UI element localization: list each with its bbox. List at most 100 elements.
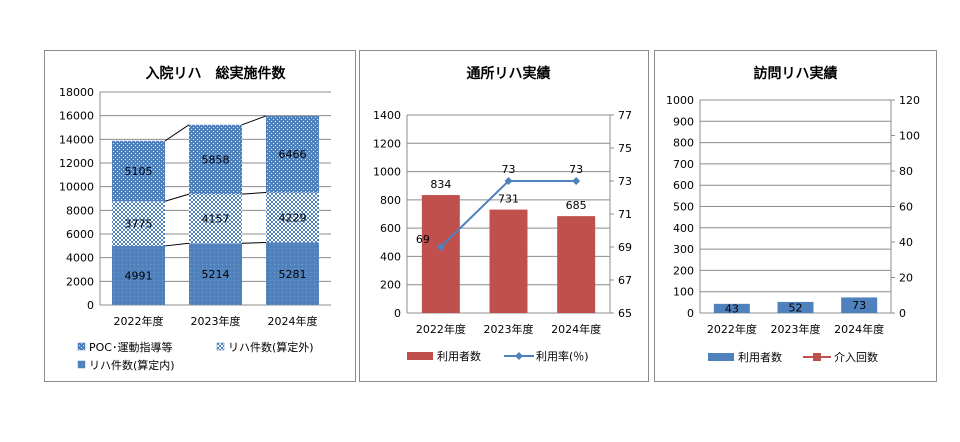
chart-panel-home-visit: 訪問リハ実績 0 100 200 300 400 500 600 700 800 900 1000 0 2… bbox=[654, 50, 937, 382]
y-tick-label: 400 bbox=[380, 250, 401, 263]
y-tick-label: 4000 bbox=[66, 252, 94, 265]
bar-value-label: 731 bbox=[498, 193, 519, 206]
y-tick-label: 500 bbox=[673, 201, 694, 214]
bar bbox=[777, 301, 814, 313]
y-tick-label: 0 bbox=[87, 299, 94, 312]
legend-label-bar: 利用者数 bbox=[437, 350, 481, 363]
x-tick-label: 2022年度 bbox=[416, 322, 466, 336]
y-tick-label: 0 bbox=[687, 307, 694, 320]
bar bbox=[841, 297, 878, 313]
bar-segment bbox=[112, 245, 165, 305]
y-tick-label: 1000 bbox=[373, 166, 401, 179]
inpatient-chart-svg: 入院リハ 総実施件数 0 2000 4000 6000 8000 10000 12000 140… bbox=[59, 65, 331, 372]
y-tick-label: 600 bbox=[673, 179, 694, 192]
y-tick-label: 16000 bbox=[59, 110, 94, 123]
bar-segment bbox=[266, 115, 319, 193]
x-tick-label: 2023年度 bbox=[484, 322, 534, 336]
chart-panel-daycare: 通所リハ実績 0 200 400 600 800 1000 1200 1400 65 67 69 71 7… bbox=[359, 50, 649, 382]
y2-tick-label: 60 bbox=[899, 201, 913, 214]
y-tick-label: 100 bbox=[673, 286, 694, 299]
data-label: 5281 bbox=[279, 268, 307, 281]
bar-segment bbox=[266, 192, 319, 243]
y-tick-label: 800 bbox=[380, 194, 401, 207]
bar-value-label: 834 bbox=[430, 178, 451, 191]
data-label: 5105 bbox=[125, 165, 153, 178]
y-tick-label: 900 bbox=[673, 115, 694, 128]
legend-swatch bbox=[77, 342, 86, 351]
bar-segment bbox=[112, 201, 165, 246]
x-tick-label: 2024年度 bbox=[834, 322, 884, 336]
y-tick-label: 2000 bbox=[66, 275, 94, 288]
y2-tick-label: 100 bbox=[899, 130, 920, 143]
y-tick-label: 1400 bbox=[373, 109, 401, 122]
bar-segment bbox=[189, 243, 242, 305]
bar bbox=[421, 195, 460, 313]
y-tick-label: 300 bbox=[673, 243, 694, 256]
legend-swatch bbox=[216, 342, 225, 351]
y2-tick-label: 67 bbox=[618, 274, 632, 287]
y-tick-label: 800 bbox=[673, 137, 694, 150]
daycare-chart-svg: 通所リハ実績 0 200 400 600 800 1000 1200 1400 65 67 69 71 7… bbox=[373, 65, 632, 363]
x-tick-label: 2024年度 bbox=[551, 322, 601, 336]
x-tick-label: 2023年度 bbox=[771, 322, 821, 336]
y2-tick-label: 75 bbox=[618, 142, 632, 155]
line-value-label: 73 bbox=[569, 163, 583, 176]
data-label: 4157 bbox=[202, 213, 230, 226]
y-tick-label: 400 bbox=[673, 222, 694, 235]
y2-tick-label: 80 bbox=[899, 165, 913, 178]
y2-tick-label: 120 bbox=[899, 94, 920, 107]
x-tick-label: 2022年度 bbox=[707, 322, 757, 336]
y-tick-label: 8000 bbox=[66, 204, 94, 217]
bar-segment bbox=[189, 194, 242, 244]
y2-tick-label: 0 bbox=[899, 307, 906, 320]
y-tick-label: 0 bbox=[394, 307, 401, 320]
chart-title: 入院リハ 総実施件数 bbox=[146, 65, 287, 82]
y2-tick-label: 77 bbox=[618, 109, 632, 122]
y2-tick-label: 20 bbox=[899, 272, 913, 285]
legend-label-line: 介入回数 bbox=[834, 351, 878, 364]
data-label: 6466 bbox=[279, 148, 307, 161]
y2-tick-label: 40 bbox=[899, 236, 913, 249]
y-tick-label: 14000 bbox=[59, 133, 94, 146]
series-connector-line bbox=[164, 193, 190, 202]
series-connector-line bbox=[241, 115, 267, 126]
chart-title: 訪問リハ実績 bbox=[754, 65, 838, 82]
y-tick-label: 200 bbox=[673, 264, 694, 277]
bar-value-label: 73 bbox=[852, 299, 866, 312]
data-label: 4991 bbox=[125, 269, 153, 282]
y-tick-label: 6000 bbox=[66, 228, 94, 241]
y2-tick-label: 71 bbox=[618, 208, 632, 221]
data-label: 5858 bbox=[202, 153, 230, 166]
line-marker bbox=[572, 177, 581, 185]
y-tick-label: 10000 bbox=[59, 181, 94, 194]
series-connector-line bbox=[164, 242, 190, 247]
bar bbox=[713, 303, 750, 313]
bar-value-label: 43 bbox=[725, 302, 739, 315]
legend-swatch-bar bbox=[708, 353, 734, 361]
y2-tick-label: 65 bbox=[618, 307, 632, 320]
chart-title: 通所リハ実績 bbox=[467, 65, 551, 82]
y2-tick-label: 69 bbox=[618, 241, 632, 254]
line-value-label: 73 bbox=[502, 163, 516, 176]
line-value-label: 69 bbox=[416, 233, 430, 246]
y-tick-label: 600 bbox=[380, 222, 401, 235]
x-tick-label: 2022年度 bbox=[114, 314, 164, 328]
legend-label-line: 利用率(％) bbox=[536, 349, 589, 363]
data-label: 3775 bbox=[125, 218, 153, 231]
y-tick-label: 1200 bbox=[373, 137, 401, 150]
y2-tick-label: 73 bbox=[618, 175, 632, 188]
series-connector-line bbox=[241, 242, 267, 244]
y-tick-label: 200 bbox=[380, 279, 401, 292]
bar-segment bbox=[189, 124, 242, 195]
bar-value-label: 685 bbox=[566, 199, 587, 212]
series-connector-line bbox=[241, 191, 267, 195]
chart-panel-inpatient: 入院リハ 総実施件数 0 2000 4000 6000 8000 10000 12000 140… bbox=[44, 50, 356, 382]
data-label: 4229 bbox=[279, 211, 307, 224]
line-marker bbox=[504, 177, 513, 185]
legend-label: リハ件数(算定外) bbox=[228, 340, 314, 354]
legend-label: POC･運動指導等 bbox=[89, 340, 172, 354]
data-label: 5214 bbox=[202, 268, 230, 281]
bar-value-label: 52 bbox=[789, 301, 803, 314]
y-tick-label: 12000 bbox=[59, 157, 94, 170]
line-marker bbox=[436, 243, 445, 251]
